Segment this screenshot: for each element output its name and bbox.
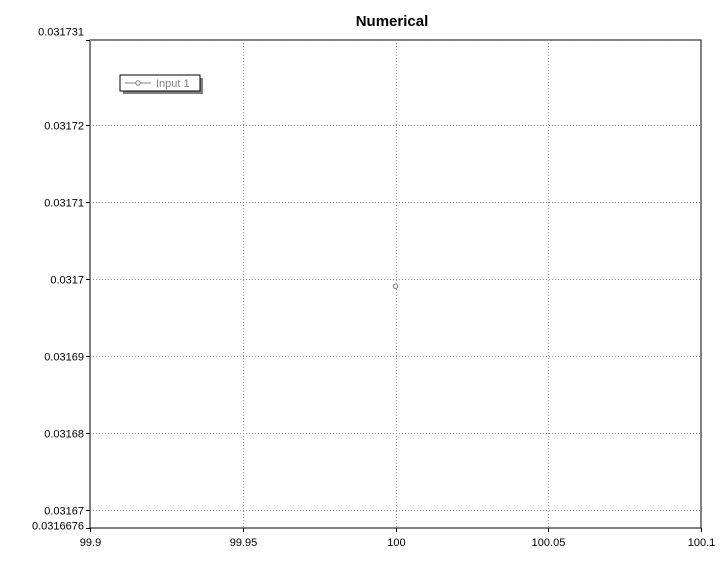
x-tick-label: 100.05 — [532, 537, 566, 549]
y-tick-label: 0.0316676 — [32, 521, 84, 533]
y-tick-label: 0.03171 — [44, 198, 84, 210]
y-tick-label: 0.03168 — [44, 429, 84, 441]
x-tick-label: 99.95 — [230, 537, 258, 549]
chart-title: Numerical — [356, 13, 429, 30]
y-tick-label: 0.031731 — [38, 27, 84, 39]
legend-marker-icon — [135, 80, 141, 86]
data-series — [392, 283, 399, 290]
data-point — [392, 283, 399, 290]
x-tick-label: 100.1 — [688, 537, 716, 549]
y-tick-label: 0.03169 — [44, 352, 84, 364]
x-tick-label: 99.9 — [80, 537, 101, 549]
y-tick-label: 0.03172 — [44, 121, 84, 133]
legend: Input 1 — [119, 74, 203, 94]
legend-box — [119, 74, 201, 92]
legend-label: Input 1 — [156, 78, 190, 90]
y-tick-label: 0.0317 — [50, 275, 84, 287]
y-tick-label: 0.03167 — [44, 506, 84, 518]
axes: 99.9 99.95 100 100.05 100.1 0.0316676 0.03167 0… — [32, 27, 715, 550]
x-tick-label: 100 — [387, 537, 405, 549]
